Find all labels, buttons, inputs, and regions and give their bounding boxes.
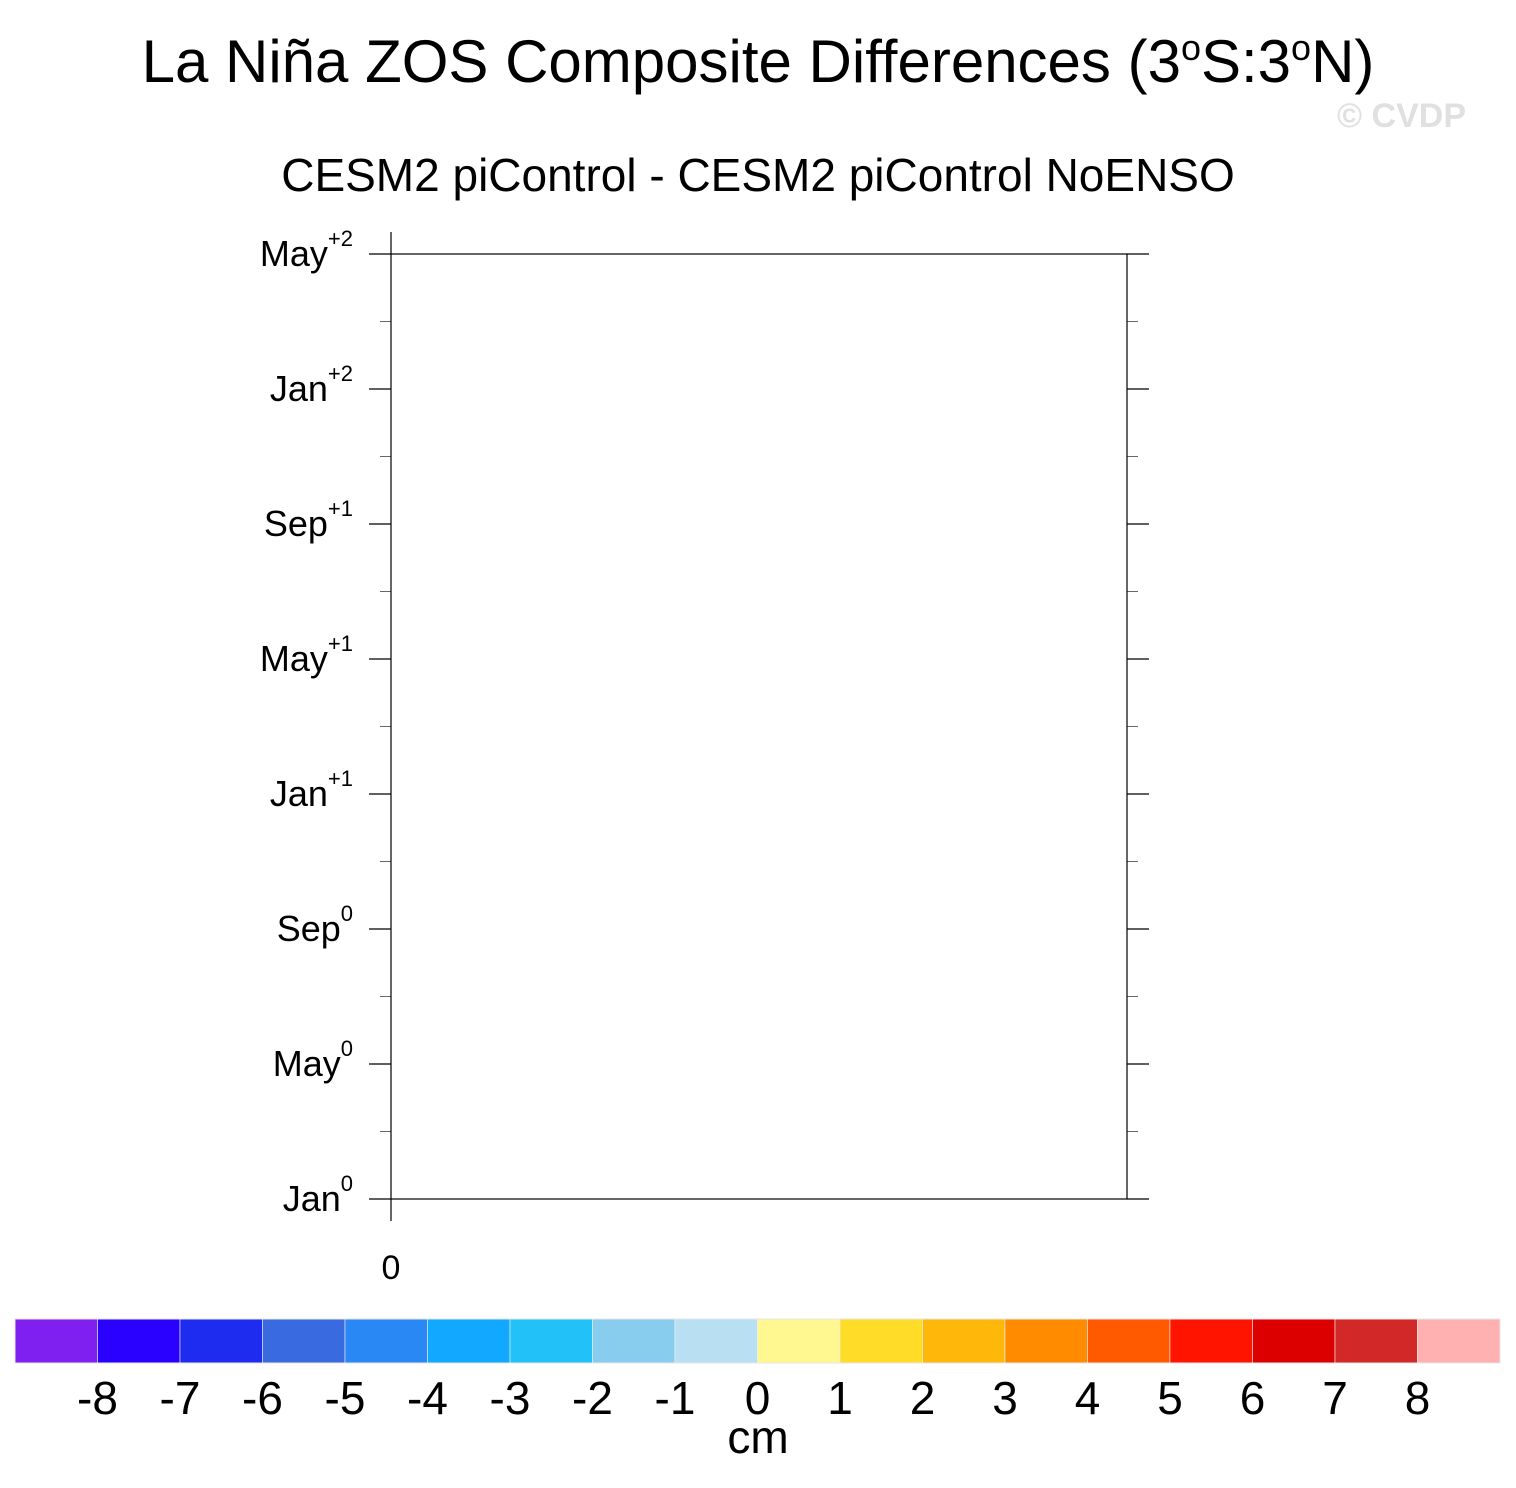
colorbar-box <box>839 1318 923 1364</box>
colorbar-label: 3 <box>992 1372 1018 1424</box>
colorbar-outline <box>14 1318 1501 1364</box>
colorbar-box <box>674 1318 758 1364</box>
colorbar-label: -3 <box>490 1372 531 1424</box>
colorbar-label: -8 <box>77 1372 118 1424</box>
colorbar-box <box>179 1318 263 1364</box>
y-tick-label: May0 <box>273 1036 353 1084</box>
colorbar-box <box>1252 1318 1336 1364</box>
colorbar-label: 4 <box>1075 1372 1101 1424</box>
colorbar-box <box>757 1318 841 1364</box>
colorbar-label: -4 <box>407 1372 448 1424</box>
colorbar-label: -5 <box>325 1372 366 1424</box>
colorbar-box <box>14 1318 98 1364</box>
y-tick-label: Jan0 <box>283 1171 353 1219</box>
colorbar-label: 1 <box>827 1372 853 1424</box>
colorbar-label: 6 <box>1240 1372 1266 1424</box>
chart-title: La Niña ZOS Composite Differences (3oS:3… <box>141 27 1375 95</box>
y-tick-label: Jan+2 <box>270 361 353 409</box>
colorbar-label: -1 <box>655 1372 696 1424</box>
colorbar-label: -7 <box>160 1372 201 1424</box>
y-tick-label: May+1 <box>260 631 353 679</box>
plot-area <box>390 253 1128 1200</box>
colorbar-units: cm <box>727 1411 789 1463</box>
plot-frame <box>390 253 1128 1200</box>
colorbar-box <box>922 1318 1006 1364</box>
colorbar-box <box>344 1318 428 1364</box>
y-tick-label: Sep+1 <box>264 496 353 544</box>
x-axis: 0 <box>382 1199 401 1287</box>
chart-subtitle: CESM2 piControl - CESM2 piControl NoENSO <box>281 149 1235 201</box>
y-tick-label: May+2 <box>260 226 353 274</box>
colorbar: -8 -7 -6 -5 -4 -3 -2 -1 0 1 2 3 4 5 6 7 8 <box>14 1318 1501 1424</box>
colorbar-box <box>262 1318 346 1364</box>
colorbar-box <box>1087 1318 1171 1364</box>
colorbar-box <box>427 1318 511 1364</box>
watermark: © CVDP <box>1337 97 1466 135</box>
y-tick-label: Sep0 <box>277 901 353 949</box>
colorbar-box <box>1169 1318 1253 1364</box>
y-tick-label: Jan+1 <box>270 766 353 814</box>
y-axis: Jan0 May0 Sep0 Jan+1 May+1 Sep+1 Jan+2 May+2 <box>260 226 1149 1219</box>
colorbar-box <box>1334 1318 1418 1364</box>
colorbar-label: -6 <box>242 1372 283 1424</box>
colorbar-label: 2 <box>910 1372 936 1424</box>
colorbar-box <box>592 1318 676 1364</box>
colorbar-label: -2 <box>572 1372 613 1424</box>
colorbar-box <box>509 1318 593 1364</box>
colorbar-label: 0 <box>745 1372 771 1424</box>
colorbar-label: 8 <box>1405 1372 1431 1424</box>
colorbar-box <box>97 1318 181 1364</box>
colorbar-box <box>1004 1318 1088 1364</box>
x-tick-label: 0 <box>382 1249 401 1287</box>
colorbar-label: 7 <box>1322 1372 1348 1424</box>
colorbar-label: 5 <box>1157 1372 1183 1424</box>
colorbar-box <box>1417 1318 1501 1364</box>
